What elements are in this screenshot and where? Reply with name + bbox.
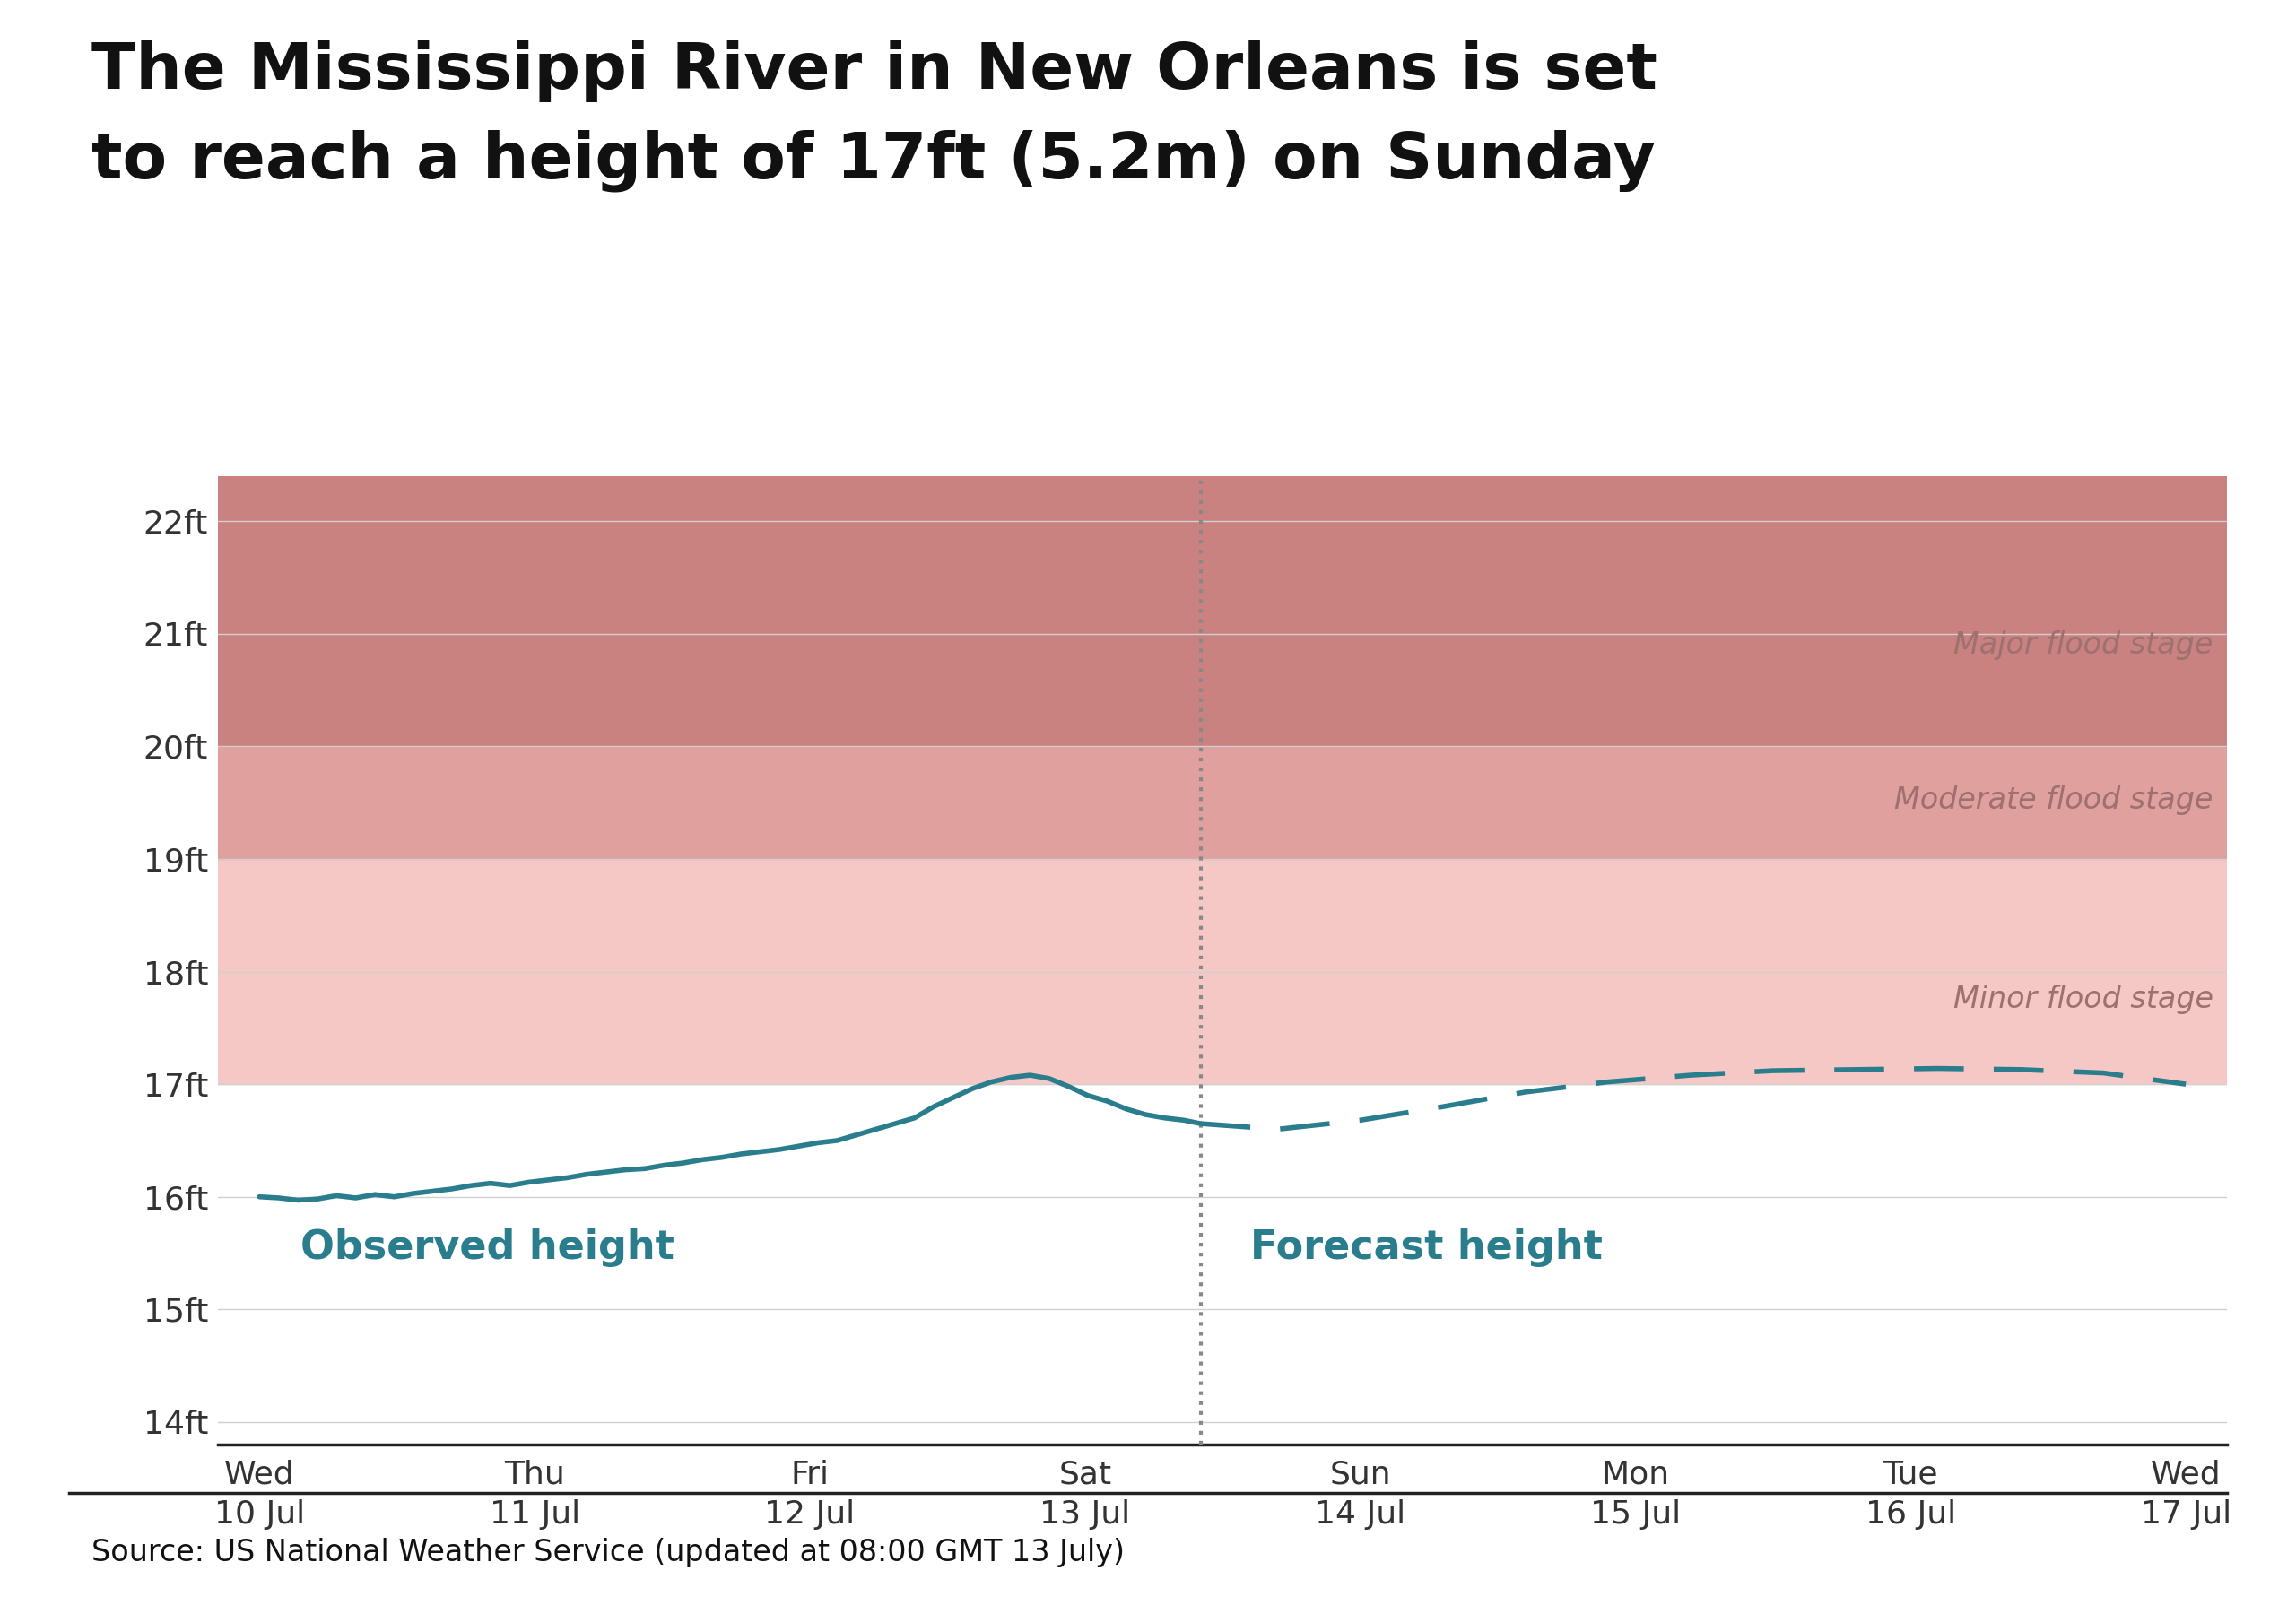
Text: Observed height: Observed height — [301, 1228, 675, 1267]
Text: The Mississippi River in New Orleans is set: The Mississippi River in New Orleans is … — [92, 40, 1658, 102]
Text: Major flood stage: Major flood stage — [1954, 629, 2213, 660]
Text: B: B — [2140, 1538, 2163, 1567]
Text: Forecast height: Forecast height — [1249, 1228, 1603, 1267]
Text: Minor flood stage: Minor flood stage — [1954, 985, 2213, 1015]
Text: Moderate flood stage: Moderate flood stage — [1894, 786, 2213, 815]
Bar — [218, 746, 2227, 859]
Text: B: B — [2064, 1538, 2087, 1567]
Text: to reach a height of 17ft (5.2m) on Sunday: to reach a height of 17ft (5.2m) on Sund… — [92, 129, 1655, 192]
Text: Source: US National Weather Service (updated at 08:00 GMT 13 July): Source: US National Weather Service (upd… — [92, 1538, 1125, 1567]
Bar — [218, 476, 2227, 746]
Text: C: C — [2216, 1538, 2239, 1567]
Bar — [218, 859, 2227, 1085]
